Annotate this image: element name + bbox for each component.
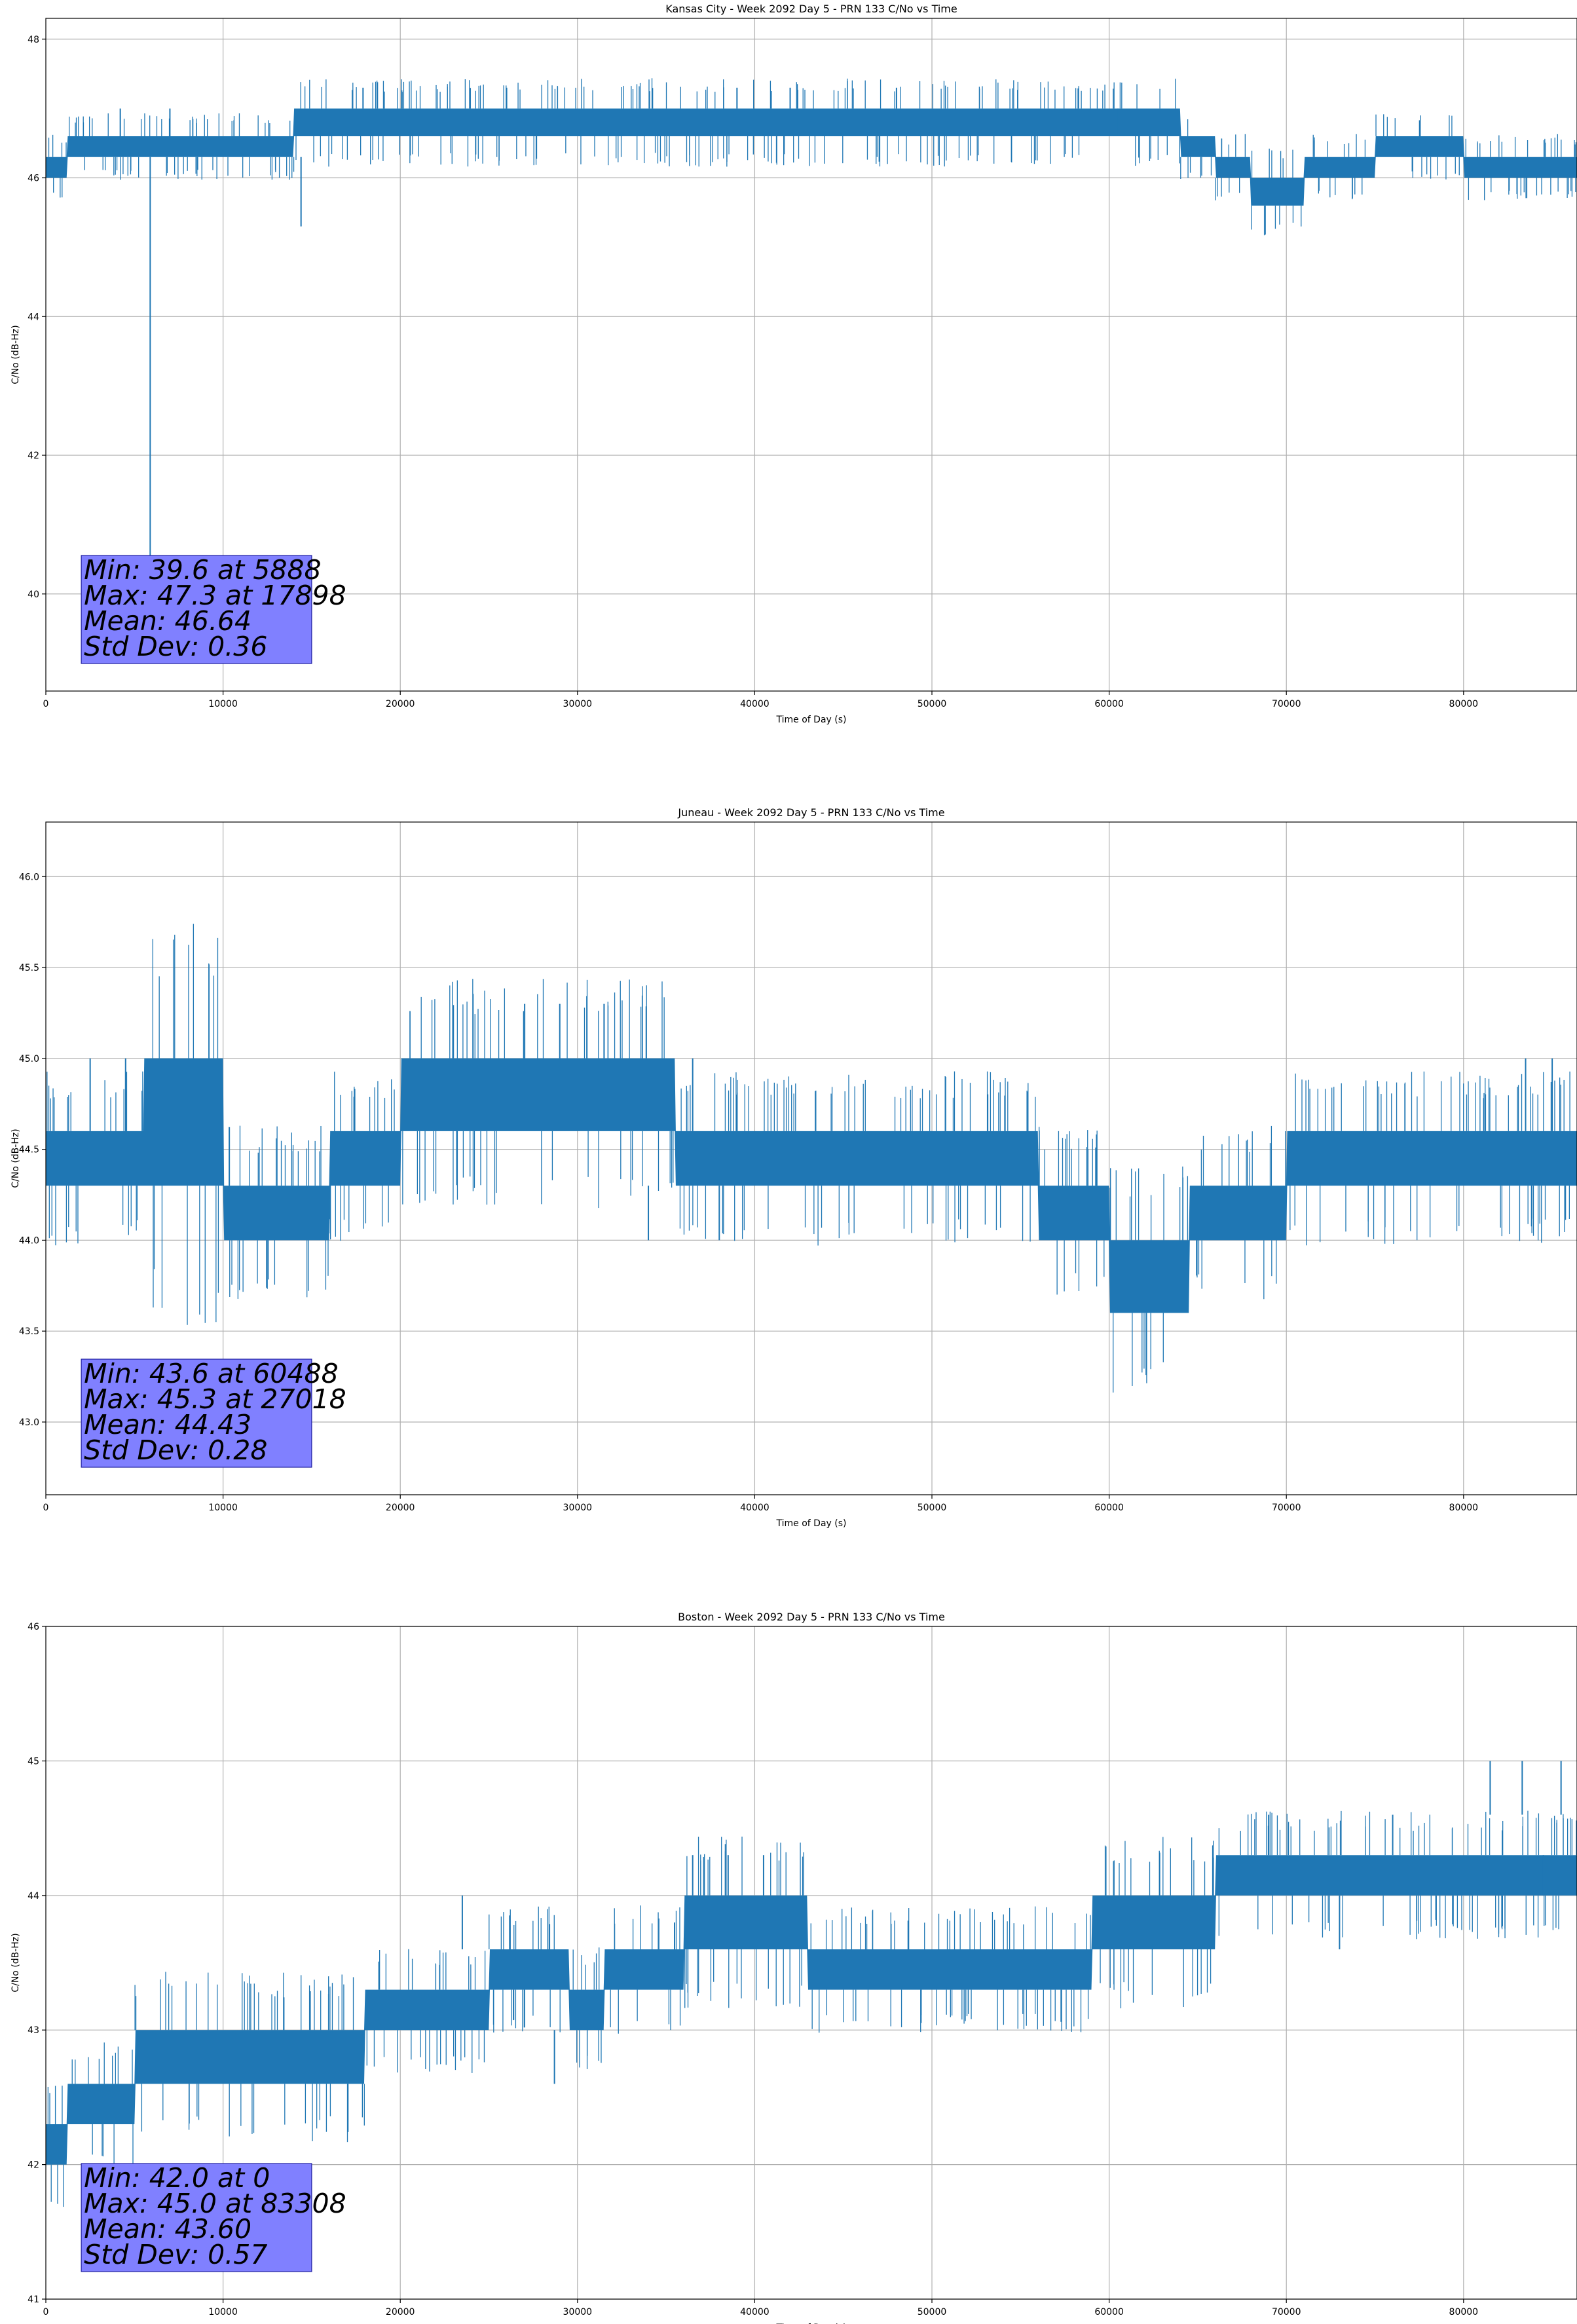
x-tick-label: 0 [43, 699, 49, 709]
x-tick-label: 20000 [386, 2307, 415, 2317]
x-tick-label: 10000 [208, 2307, 238, 2317]
stats-line: Max: 45.0 at 83308 [84, 2188, 346, 2219]
x-axis-label: Time of Day (s) [776, 1518, 847, 1529]
x-tick-label: 70000 [1272, 1503, 1301, 1513]
y-axis-label: C/No (dB-Hz) [10, 1129, 21, 1188]
series-noise [47, 1810, 1577, 2207]
y-tick-label: 48 [28, 35, 39, 45]
y-tick-label: 44 [28, 1891, 39, 1902]
x-tick-label: 50000 [918, 2307, 947, 2317]
y-tick-label: 46.0 [19, 872, 39, 882]
y-axis-label: C/No (dB-Hz) [10, 1933, 21, 1992]
x-axis-label: Time of Day (s) [776, 2323, 847, 2324]
x-tick-label: 10000 [208, 699, 238, 709]
x-axis-label: Time of Day (s) [776, 715, 847, 725]
y-tick-label: 42 [28, 451, 39, 461]
x-tick-label: 10000 [208, 1503, 238, 1513]
y-tick-label: 44.0 [19, 1235, 39, 1246]
series-band [46, 108, 1577, 206]
x-tick-label: 50000 [918, 699, 947, 709]
stats-line: Min: 39.6 at 5888 [84, 554, 322, 586]
stats-box [81, 555, 312, 664]
y-tick-label: 43 [28, 2025, 39, 2036]
x-tick-label: 30000 [563, 2307, 593, 2317]
y-axis-label: C/No (dB-Hz) [10, 325, 21, 384]
stats-line: Max: 47.3 at 17898 [84, 580, 346, 611]
x-tick-label: 20000 [386, 1503, 415, 1513]
stats-line: Min: 43.6 at 60488 [84, 1358, 339, 1389]
x-tick-label: 40000 [740, 1503, 770, 1513]
x-tick-label: 30000 [563, 1503, 593, 1513]
y-tick-label: 40 [28, 590, 39, 600]
stats-line: Mean: 43.60 [84, 2213, 251, 2245]
x-tick-label: 30000 [563, 699, 593, 709]
x-tick-label: 0 [43, 1503, 49, 1513]
y-tick-label: 42 [28, 2160, 39, 2171]
plot-frame [45, 18, 1577, 692]
stats-line: Mean: 46.64 [84, 605, 251, 637]
y-tick-label: 46 [28, 174, 39, 184]
stats-line: Std Dev: 0.57 [84, 2239, 267, 2270]
stats-line: Std Dev: 0.28 [84, 1434, 267, 1466]
x-tick-label: 80000 [1449, 1503, 1479, 1513]
x-tick-label: 50000 [918, 1503, 947, 1513]
plot-frame [45, 1626, 1577, 2300]
y-tick-label: 41 [28, 2295, 39, 2305]
y-tick-label: 45 [28, 1756, 39, 1767]
x-tick-label: 60000 [1094, 2307, 1124, 2317]
x-tick-label: 80000 [1449, 2307, 1479, 2317]
y-tick-label: 45.5 [19, 963, 39, 973]
y-tick-label: 45.0 [19, 1054, 39, 1064]
x-tick-label: 60000 [1094, 699, 1124, 709]
series-noise [48, 78, 1577, 236]
y-tick-label: 43.0 [19, 1417, 39, 1428]
x-tick-label: 20000 [386, 699, 415, 709]
stats-line: Max: 45.3 at 27018 [84, 1383, 346, 1415]
series-band [46, 1058, 1577, 1313]
y-tick-label: 46 [28, 1622, 39, 1632]
x-tick-label: 0 [43, 2307, 49, 2317]
plot-frame [45, 821, 1577, 1495]
x-tick-label: 70000 [1272, 699, 1301, 709]
x-tick-label: 80000 [1449, 699, 1479, 709]
stats-box [81, 1359, 312, 1468]
stats-line: Min: 42.0 at 0 [84, 2162, 270, 2194]
stats-box [81, 2163, 312, 2272]
chart-panel-2: 0 10000 20000 30000 40000 50000 60000 70000 8000… [10, 806, 1577, 1529]
chart-title: Juneau - Week 2092 Day 5 - PRN 133 C/No … [677, 806, 944, 819]
series-noise [46, 924, 1570, 1393]
stats-line: Mean: 44.43 [84, 1409, 251, 1440]
chart-panel-1: 0 10000 20000 30000 40000 50000 60000 70000 8000… [10, 3, 1577, 725]
x-tick-label: 70000 [1272, 2307, 1301, 2317]
y-tick-label: 43.5 [19, 1326, 39, 1337]
y-tick-label: 44 [28, 312, 39, 322]
x-tick-label: 40000 [740, 2307, 770, 2317]
chart-panel-3: 0 10000 20000 30000 40000 50000 60000 70000 8000… [10, 1611, 1577, 2324]
stats-line: Std Dev: 0.36 [84, 631, 267, 662]
y-tick-label: 44.5 [19, 1145, 39, 1155]
series-band [46, 1855, 1577, 2165]
x-tick-label: 40000 [740, 699, 770, 709]
x-tick-label: 60000 [1094, 1503, 1124, 1513]
chart-title: Kansas City - Week 2092 Day 5 - PRN 133 … [665, 3, 957, 15]
chart-title: Boston - Week 2092 Day 5 - PRN 133 C/No … [678, 1611, 945, 1623]
